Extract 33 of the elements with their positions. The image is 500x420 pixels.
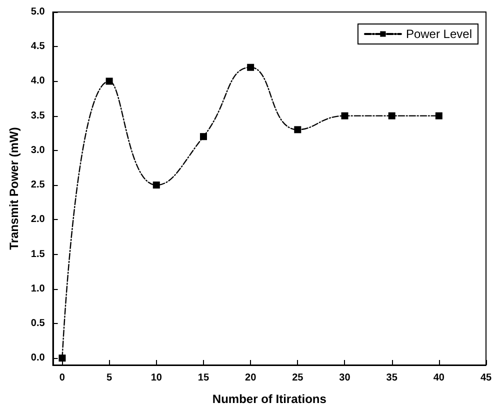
y-tick-label: 2.5 [30, 180, 46, 191]
y-tick-label: 5.0 [30, 6, 46, 18]
x-axis-title: Number of Itirations [212, 392, 327, 406]
point [58, 354, 66, 362]
y-axis-title: Transmit Power (mW) [7, 127, 21, 250]
x-tick-label: 0 [59, 372, 66, 384]
y-tick-label: 2.0 [30, 214, 46, 226]
y-tick-label: 1.5 [30, 248, 46, 260]
y-tick-label: 1.0 [30, 283, 46, 294]
x-tick-label: 35 [386, 372, 398, 384]
point [294, 126, 302, 134]
x-tick-label: 10 [150, 372, 162, 384]
y-tick-label: 4.0 [30, 76, 46, 87]
y-tick-label: 4.5 [30, 41, 46, 52]
y-tick-label: 0.0 [30, 352, 46, 364]
point [200, 133, 207, 140]
x-tick-label: 15 [198, 372, 210, 384]
y-tick-label: 0.5 [30, 318, 46, 329]
x-tick-label: 5 [106, 372, 113, 384]
point [435, 112, 442, 120]
x-tick-label: 40 [433, 372, 445, 384]
point [152, 182, 160, 189]
point [247, 64, 254, 71]
x-tick-label: 25 [292, 372, 304, 384]
point [341, 112, 348, 120]
point [106, 78, 113, 85]
x-tick-label: 20 [245, 372, 257, 384]
legend-label: Power Level [406, 27, 472, 41]
y-tick-label: 3.5 [30, 110, 46, 122]
x-tick-label: 30 [339, 372, 351, 384]
x-tick-label: 45 [480, 372, 492, 384]
y-tick-label: 3.0 [30, 144, 46, 156]
point [388, 112, 396, 120]
